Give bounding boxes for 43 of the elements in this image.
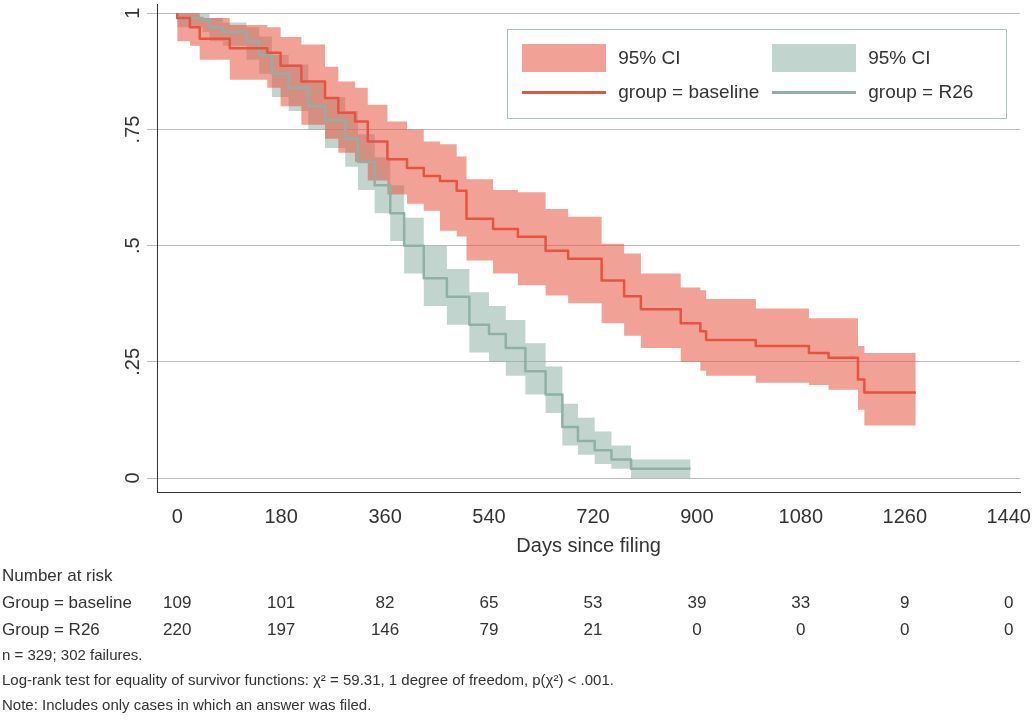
legend-label: group = R26 [868,81,974,103]
text: 21 [583,620,603,640]
y-tick-label: .75 [120,115,143,144]
x-tick-label: 360 [368,504,402,527]
text: n = 329; 302 failures. [2,645,143,665]
text: 95% CI [868,47,931,68]
text: 0 [1003,620,1014,640]
text: 9 [900,593,910,613]
text: 220 [163,620,192,640]
text: 0 [1003,593,1014,613]
x-tick-label: 1260 [882,504,928,527]
text: 0 [796,620,806,640]
text: 39 [687,593,707,613]
y-tick-label: 1 [120,7,143,19]
legend-title: 95% CI [618,47,681,69]
text: 109 [163,593,192,613]
y-tick-label: .5 [120,237,143,255]
text: 146 [370,620,400,640]
text: 65 [479,593,499,613]
text: 0 [692,620,702,640]
x-axis-title: Days since filing [516,533,661,556]
text: 82 [375,593,395,613]
text: 53 [583,593,603,613]
text: 0 [900,620,910,640]
text: 197 [266,620,296,640]
text: Number at risk [2,566,113,586]
text: Group = baseline [2,593,132,613]
text: 33 [791,593,811,613]
legend-label: group = baseline [618,81,760,103]
x-tick-label: 1440 [986,504,1031,527]
x-tick-label: 1080 [778,504,824,527]
text: 101 [266,593,296,613]
text: 79 [479,620,499,640]
y-tick-label: .25 [120,347,143,376]
x-tick-label: 180 [264,504,298,527]
x-tick-label: 0 [171,504,183,527]
text: Group = R26 [2,620,100,640]
x-tick-label: 900 [680,504,714,527]
text: Note: Includes only cases in which an answer was filed. [2,695,372,715]
x-tick-label: 720 [576,504,610,527]
y-tick-label: 0 [120,472,143,484]
x-tick-label: 540 [472,504,506,527]
text: Log-rank test for equality of survivor functions: χ² = 59.31, 1 degree of freedom, p(χ²) < .001. [2,670,614,690]
